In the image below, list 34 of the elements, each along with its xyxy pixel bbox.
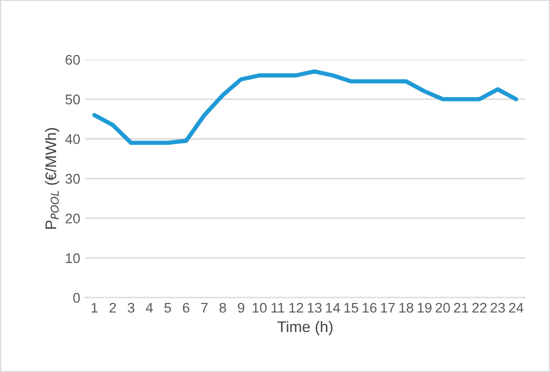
x-tick-label: 4 [146,302,153,313]
x-tick-label: 21 [454,302,468,313]
x-tick-label: 6 [182,302,190,313]
x-tick-label: 7 [201,302,208,313]
x-tick-label: 5 [164,302,172,313]
y-tick-label: 20 [66,214,80,224]
x-tick-label: 15 [344,302,358,313]
y-tick-label: 50 [65,94,80,104]
x-tick-label: 13 [308,302,322,313]
x-tick-label: 1 [92,302,98,313]
x-tick-label: 18 [399,302,414,313]
x-tick-label: 14 [326,302,340,313]
y-tick-label: 60 [66,54,80,65]
x-tick-label: 8 [219,302,226,313]
x-axis-title: Time (h) [277,320,332,336]
x-tick-label: 23 [490,302,505,313]
x-tick-label: 19 [418,302,432,313]
x-tick-label: 12 [289,302,304,313]
x-tick-label: 2 [110,302,116,313]
y-tick-label: 10 [66,253,80,264]
x-tick-label: 22 [472,302,486,313]
x-tick-label: 11 [272,302,284,313]
line-series [92,69,518,145]
y-tick-label: 0 [73,292,80,303]
x-tick-label: 20 [436,302,450,313]
x-tick-label: 16 [362,302,377,313]
x-tick-label: 9 [238,302,244,313]
y-tick-label: 40 [65,134,80,144]
x-tick-label: 24 [509,302,524,313]
y-tick-label: 30 [65,174,80,184]
x-tick-label: 17 [381,302,395,313]
x-tick-label: 10 [252,302,267,313]
y-axis-title: P$_{POOL}$ (€/MWh) [45,128,60,229]
x-tick-label: 3 [128,302,134,313]
